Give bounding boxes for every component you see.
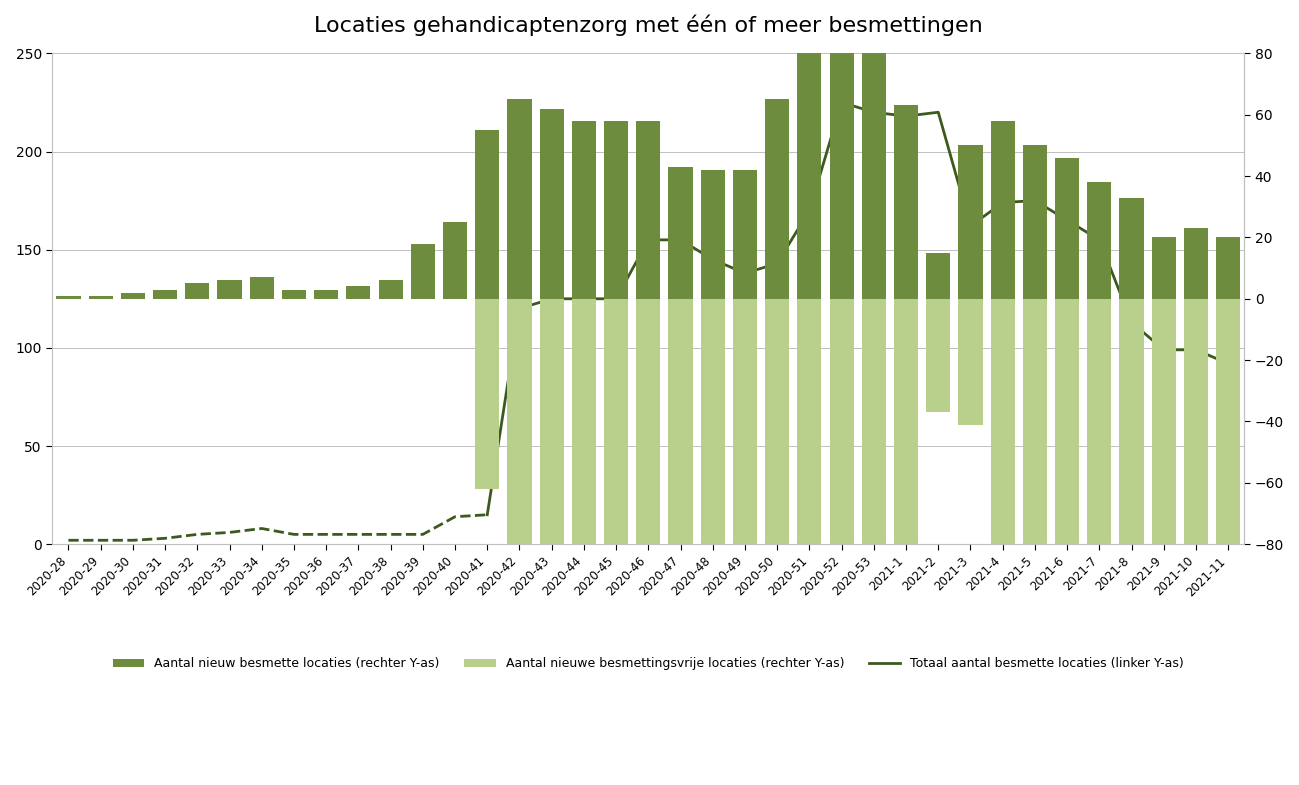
- Bar: [539, 108, 564, 299]
- Bar: [56, 296, 81, 299]
- Bar: [1087, 299, 1112, 670]
- Bar: [861, 299, 886, 676]
- Bar: [926, 299, 951, 412]
- Bar: [1152, 237, 1176, 299]
- Bar: [669, 167, 692, 299]
- Bar: [1216, 299, 1241, 667]
- Bar: [1120, 198, 1143, 299]
- Bar: [894, 105, 918, 299]
- Bar: [894, 299, 918, 670]
- Bar: [830, 0, 853, 299]
- Bar: [186, 283, 209, 299]
- Bar: [88, 296, 113, 299]
- Bar: [1055, 299, 1079, 661]
- Bar: [1152, 299, 1176, 673]
- Bar: [475, 130, 499, 299]
- Bar: [669, 299, 692, 673]
- Legend: Aantal nieuw besmette locaties (rechter Y-as), Aantal nieuwe besmettingsvrije lo: Aantal nieuw besmette locaties (rechter …: [108, 652, 1189, 675]
- Bar: [830, 299, 853, 667]
- Bar: [282, 290, 307, 299]
- Bar: [508, 299, 531, 667]
- Bar: [217, 280, 242, 299]
- Bar: [378, 280, 403, 299]
- Bar: [991, 299, 1015, 673]
- Bar: [1022, 145, 1047, 299]
- Bar: [1120, 299, 1143, 667]
- Bar: [733, 170, 757, 299]
- Bar: [572, 299, 596, 673]
- Bar: [121, 293, 145, 299]
- Bar: [1183, 228, 1208, 299]
- Bar: [765, 100, 790, 299]
- Bar: [765, 299, 790, 679]
- Bar: [347, 287, 370, 299]
- Bar: [1055, 158, 1079, 299]
- Title: Locaties gehandicaptenzorg met één of meer besmettingen: Locaties gehandicaptenzorg met één of me…: [314, 15, 983, 36]
- Bar: [637, 121, 660, 299]
- Bar: [959, 145, 982, 299]
- Bar: [410, 243, 435, 299]
- Bar: [604, 121, 629, 299]
- Bar: [443, 222, 468, 299]
- Bar: [700, 170, 725, 299]
- Bar: [798, 299, 821, 544]
- Bar: [959, 299, 982, 425]
- Bar: [572, 121, 596, 299]
- Bar: [1183, 299, 1208, 673]
- Bar: [991, 121, 1015, 299]
- Bar: [798, 0, 821, 299]
- Bar: [314, 290, 338, 299]
- Bar: [539, 299, 564, 673]
- Bar: [475, 299, 499, 489]
- Bar: [508, 100, 531, 299]
- Bar: [604, 299, 629, 673]
- Bar: [1087, 182, 1112, 299]
- Bar: [700, 299, 725, 682]
- Bar: [153, 290, 177, 299]
- Bar: [733, 299, 757, 676]
- Bar: [926, 253, 951, 299]
- Bar: [1216, 237, 1241, 299]
- Bar: [861, 0, 886, 299]
- Bar: [1022, 299, 1047, 673]
- Bar: [249, 277, 274, 299]
- Bar: [637, 299, 660, 673]
